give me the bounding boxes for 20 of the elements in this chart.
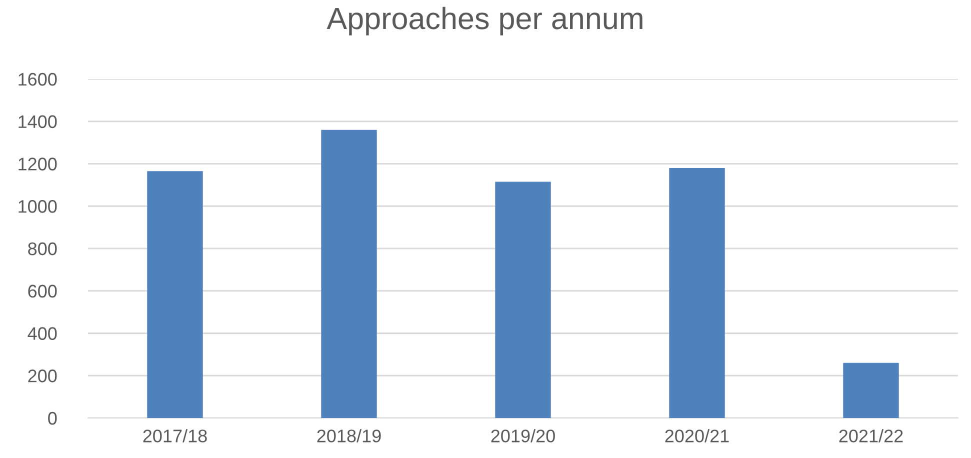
y-tick-label: 1000: [18, 200, 57, 213]
bar: [495, 182, 551, 418]
x-tick-label: 2017/18: [143, 429, 207, 442]
x-tick-label: 2020/21: [665, 429, 729, 442]
bar: [669, 168, 725, 418]
x-tick-label: 2018/19: [317, 429, 381, 442]
y-tick-label: 600: [28, 284, 57, 298]
y-tick-label: 1200: [18, 158, 57, 170]
chart-title: Approaches per annum: [326, 6, 642, 36]
bar: [147, 171, 203, 418]
x-tick-label: 2019/20: [491, 429, 555, 442]
bar: [321, 130, 377, 418]
y-tick-label: 200: [28, 370, 57, 382]
y-tick-label: 400: [28, 327, 57, 340]
y-tick-label: 1400: [18, 115, 57, 128]
bar: [843, 362, 899, 418]
x-tick-label: 2021/22: [839, 429, 903, 442]
y-tick-label: 1600: [18, 72, 57, 86]
y-tick-label: 0: [48, 412, 57, 425]
y-tick-label: 800: [28, 242, 57, 256]
